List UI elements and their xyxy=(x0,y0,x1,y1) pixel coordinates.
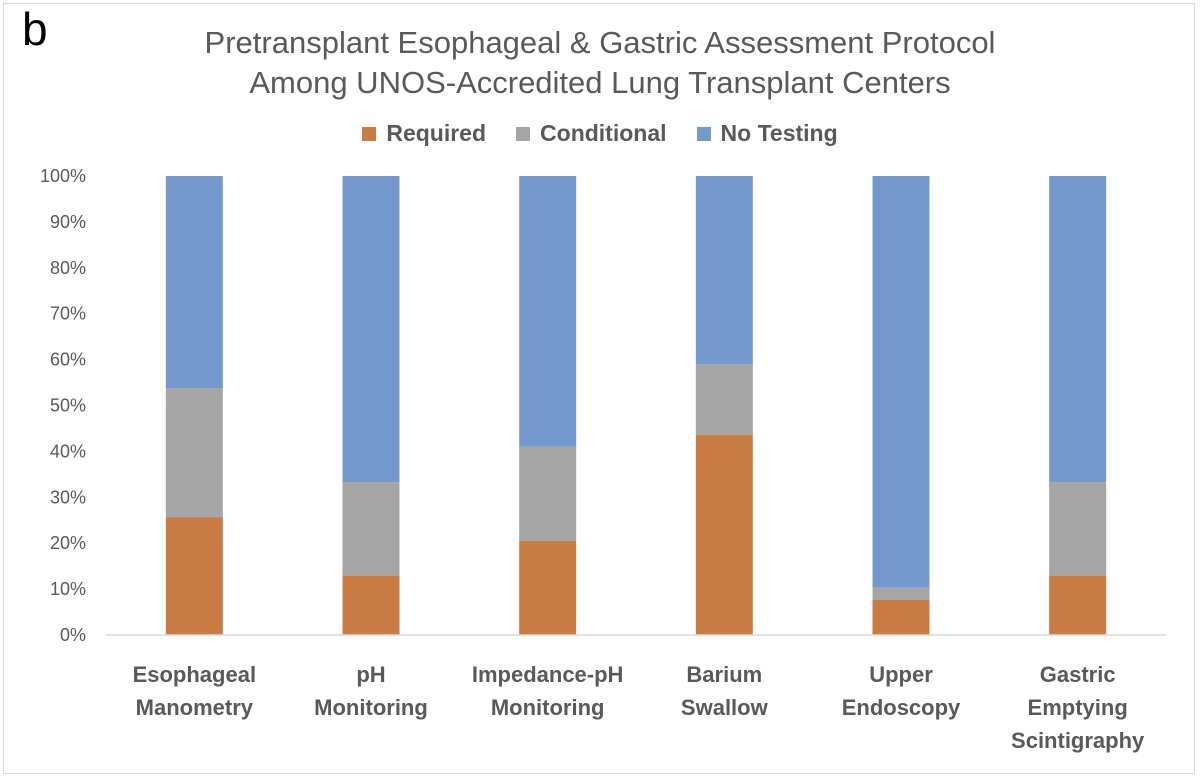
y-tick-label: 10% xyxy=(50,579,86,599)
bar-segment-required xyxy=(165,517,223,635)
x-tick-label: Emptying xyxy=(1028,695,1128,720)
x-tick-label: Barium xyxy=(686,662,762,687)
bar-segment-required xyxy=(1049,575,1107,635)
y-tick-label: 60% xyxy=(50,350,86,370)
bar-segment-no-testing xyxy=(1049,176,1107,483)
y-tick-label: 70% xyxy=(50,304,86,324)
legend-swatch-no-testing xyxy=(696,126,711,141)
bar-segment-no-testing xyxy=(342,176,400,483)
legend-item-required: Required xyxy=(362,120,486,147)
bar-segment-conditional xyxy=(1049,482,1107,576)
legend-item-conditional: Conditional xyxy=(516,120,667,147)
x-tick-label: Scintigraphy xyxy=(1011,728,1145,753)
bar-segment-required xyxy=(872,599,930,635)
y-tick-label: 40% xyxy=(50,441,86,461)
bar-segment-conditional xyxy=(165,388,223,518)
bar-segment-no-testing xyxy=(872,176,930,588)
bar-segment-required xyxy=(695,434,753,635)
x-tick-label: Esophageal xyxy=(133,662,256,687)
legend-label-required: Required xyxy=(386,120,487,146)
y-tick-label: 20% xyxy=(50,533,86,553)
legend-swatch-conditional xyxy=(516,126,531,141)
y-tick-label: 50% xyxy=(50,396,86,416)
chart-subtitle: Among UNOS-Accredited Lung Transplant Ce… xyxy=(249,65,951,100)
panel-label: b xyxy=(22,3,48,55)
bar-segment-no-testing xyxy=(519,176,577,447)
bar-segment-conditional xyxy=(872,587,930,600)
y-tick-label: 100% xyxy=(40,166,86,186)
bar-segment-no-testing xyxy=(165,176,223,389)
x-tick-label: Manometry xyxy=(136,695,254,720)
x-tick-label: Monitoring xyxy=(314,695,428,720)
legend-label-no-testing: No Testing xyxy=(720,120,838,146)
y-tick-label: 80% xyxy=(50,258,86,278)
x-tick-label: pH xyxy=(356,662,385,687)
legend-label-conditional: Conditional xyxy=(540,120,667,146)
y-tick-label: 0% xyxy=(60,625,86,645)
x-tick-label: Impedance-pH xyxy=(472,662,624,687)
y-tick-label: 30% xyxy=(50,487,86,507)
x-tick-label: Gastric xyxy=(1040,662,1116,687)
chart-legend: Required Conditional No Testing xyxy=(0,120,1200,147)
bar-segment-required xyxy=(342,575,400,635)
legend-swatch-required xyxy=(362,126,377,141)
bar-segment-conditional xyxy=(519,446,577,541)
bar-segment-conditional xyxy=(695,364,753,435)
x-tick-label: Monitoring xyxy=(491,695,605,720)
x-tick-label: Upper xyxy=(869,662,933,687)
legend-item-no-testing: No Testing xyxy=(696,120,838,147)
x-tick-label: Endoscopy xyxy=(842,695,961,720)
x-tick-label: Swallow xyxy=(681,695,769,720)
y-tick-label: 90% xyxy=(50,212,86,232)
bar-segment-conditional xyxy=(342,482,400,576)
chart-title: Pretransplant Esophageal & Gastric Asses… xyxy=(204,25,996,60)
chart-frame xyxy=(3,3,1195,774)
bar-segment-no-testing xyxy=(695,176,753,365)
bar-segment-required xyxy=(519,540,577,635)
